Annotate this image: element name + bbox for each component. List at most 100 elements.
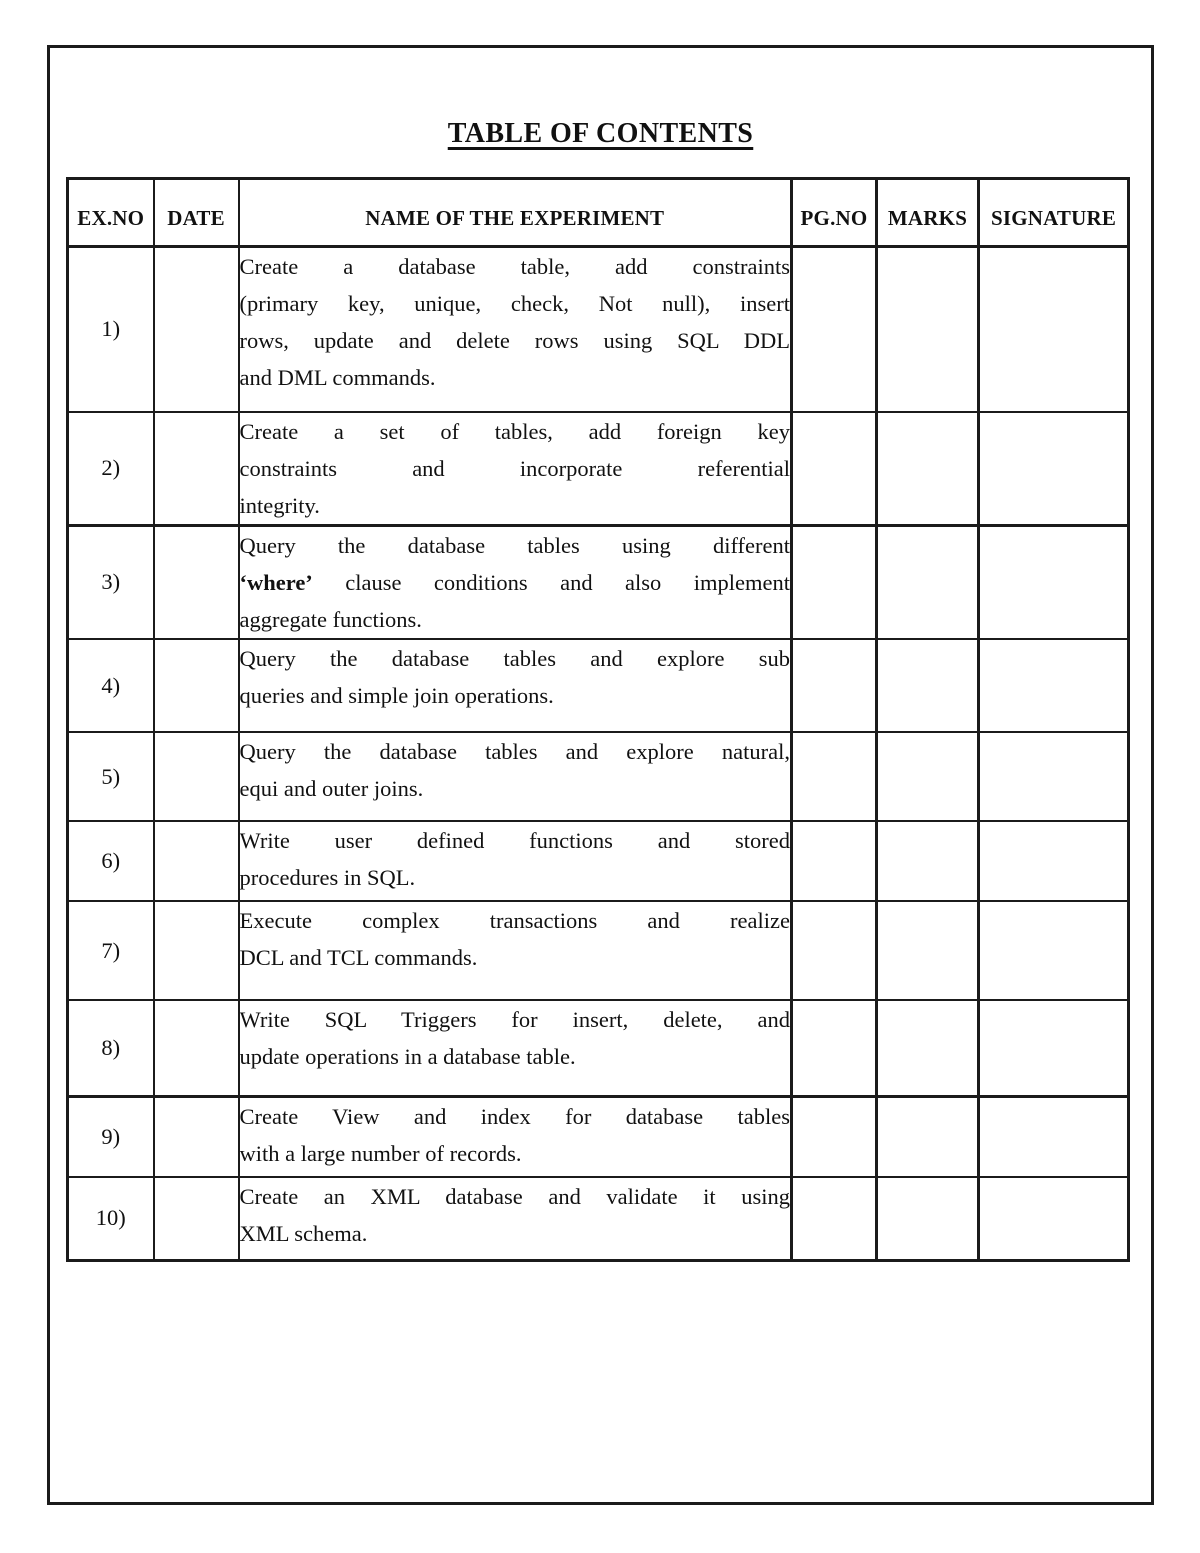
text-segment: clause conditions and also implement xyxy=(312,569,790,595)
experiment-name-cell: Execute complex transactions and realize… xyxy=(237,900,793,1001)
exno-cell: 4) xyxy=(66,638,155,733)
experiment-text-line: and DML commands. xyxy=(239,365,436,390)
signature-cell xyxy=(977,410,1130,526)
experiment-text-line: XML schema. xyxy=(239,1221,368,1246)
experiment-text-line: DCL and TCL commands. xyxy=(239,945,478,970)
experiment-name-cell: Query the database tables and explore na… xyxy=(237,731,793,822)
experiment-text-line: Create an XML database and validate it u… xyxy=(239,1184,790,1209)
page-title: TABLE OF CONTENTS xyxy=(447,118,754,149)
table-row: 8) Write SQL Triggers for insert, delete,… xyxy=(66,999,1130,1097)
date-cell xyxy=(152,820,240,902)
column-header-name: NAME OF THE EXPERIMENT xyxy=(237,177,793,248)
date-cell xyxy=(152,999,240,1097)
experiment-text-line: Create a set of tables, add foreign key xyxy=(239,418,790,444)
experiment-name-cell: Query the database tables using differen… xyxy=(237,523,793,640)
signature-cell xyxy=(977,523,1130,640)
signature-cell xyxy=(977,820,1130,902)
exno-cell: 10) xyxy=(66,1176,155,1261)
experiment-text-line: constraints and incorporate referential xyxy=(239,455,790,481)
table-row: 7) Execute complex transactions and reali… xyxy=(66,900,1130,1001)
experiment-text-line: Query the database tables using differen… xyxy=(239,532,790,558)
pgno-cell xyxy=(790,1176,878,1261)
date-cell xyxy=(152,410,240,526)
marks-cell xyxy=(875,1094,980,1178)
bold-keyword: ‘where’ xyxy=(239,569,313,595)
experiment-name-cell: Create a database table, add constraints… xyxy=(237,245,793,413)
signature-cell xyxy=(977,638,1130,733)
experiment-text-line: aggregate functions. xyxy=(239,606,422,632)
experiment-text-line: (primary key, unique, check, Not null), … xyxy=(239,291,790,316)
marks-cell xyxy=(875,999,980,1097)
experiment-text-line: procedures in SQL. xyxy=(239,865,416,890)
experiment-text-line: Write user defined functions and stored xyxy=(239,828,790,853)
pgno-cell xyxy=(790,820,878,902)
signature-cell xyxy=(977,245,1130,413)
date-cell xyxy=(152,1094,240,1178)
experiment-name-cell: Write SQL Triggers for insert, delete, a… xyxy=(237,999,793,1097)
marks-cell xyxy=(875,638,980,733)
date-cell xyxy=(152,523,240,640)
experiment-text-line: queries and simple join operations. xyxy=(239,683,554,708)
experiment-name-cell: Query the database tables and explore su… xyxy=(237,638,793,733)
exno-cell: 2) xyxy=(66,410,155,526)
table-row: 9) Create View and index for database tab… xyxy=(66,1094,1130,1178)
marks-cell xyxy=(875,410,980,526)
exno-cell: 7) xyxy=(66,900,155,1001)
experiment-text-line: Execute complex transactions and realize xyxy=(239,908,790,933)
marks-cell xyxy=(875,731,980,822)
experiment-text-line: update operations in a database table. xyxy=(239,1044,576,1069)
exno-cell: 6) xyxy=(66,820,155,902)
exno-cell: 1) xyxy=(66,245,155,413)
contents-table: EX.NO DATE NAME OF THE EXPERIMENT PG.NO MARK… xyxy=(66,177,1130,1262)
table-row: 5) Query the database tables and explore … xyxy=(66,731,1130,822)
signature-cell xyxy=(977,999,1130,1097)
pgno-cell xyxy=(790,1094,878,1178)
signature-cell xyxy=(977,1176,1130,1261)
table-row: 10) Create an XML database and validate i… xyxy=(66,1176,1130,1261)
experiment-text-line: ‘where’ clause conditions and also imple… xyxy=(239,564,790,601)
experiment-text-line: with a large number of records. xyxy=(239,1140,522,1166)
exno-cell: 5) xyxy=(66,731,155,822)
experiment-text-line: rows, update and delete rows using SQL D… xyxy=(239,328,790,353)
signature-cell xyxy=(977,900,1130,1001)
table-row: 4) Query the database tables and explore … xyxy=(66,638,1130,733)
experiment-text-line: Query the database tables and explore na… xyxy=(239,739,790,764)
pgno-cell xyxy=(790,999,878,1097)
column-header-exno: EX.NO xyxy=(66,177,155,248)
column-header-date: DATE xyxy=(152,177,240,248)
date-cell xyxy=(152,900,240,1001)
experiment-text-line: Create a database table, add constraints xyxy=(239,254,790,279)
column-header-marks: MARKS xyxy=(875,177,980,248)
table-row: 2) Create a set of tables, add foreign ke… xyxy=(66,410,1130,526)
experiment-name-cell: Create a set of tables, add foreign key c… xyxy=(237,410,793,526)
experiment-text-line: Write SQL Triggers for insert, delete, a… xyxy=(239,1007,790,1032)
table-row: 1) Create a database table, add constrain… xyxy=(66,245,1130,413)
experiment-text-line: equi and outer joins. xyxy=(239,776,424,801)
marks-cell xyxy=(875,1176,980,1261)
pgno-cell xyxy=(790,900,878,1001)
date-cell xyxy=(152,1176,240,1261)
exno-cell: 8) xyxy=(66,999,155,1097)
experiment-name-cell: Create View and index for database table… xyxy=(237,1094,793,1178)
date-cell xyxy=(152,731,240,822)
marks-cell xyxy=(875,523,980,640)
date-cell xyxy=(152,638,240,733)
experiment-text-line: Query the database tables and explore su… xyxy=(239,646,790,671)
pgno-cell xyxy=(790,638,878,733)
pgno-cell xyxy=(790,731,878,822)
signature-cell xyxy=(977,1094,1130,1178)
table-row: 6) Write user defined functions and store… xyxy=(66,820,1130,902)
experiment-text-line: Create View and index for database table… xyxy=(239,1103,790,1129)
experiment-name-cell: Write user defined functions and stored p… xyxy=(237,820,793,902)
pgno-cell xyxy=(790,245,878,413)
experiment-name-cell: Create an XML database and validate it u… xyxy=(237,1176,793,1261)
column-header-pgno: PG.NO xyxy=(790,177,878,248)
exno-cell: 3) xyxy=(66,523,155,640)
marks-cell xyxy=(875,245,980,413)
table-row: 3) Query the database tables using differ… xyxy=(66,523,1130,640)
signature-cell xyxy=(977,731,1130,822)
pgno-cell xyxy=(790,523,878,640)
marks-cell xyxy=(875,820,980,902)
experiment-text-line: integrity. xyxy=(239,492,320,518)
